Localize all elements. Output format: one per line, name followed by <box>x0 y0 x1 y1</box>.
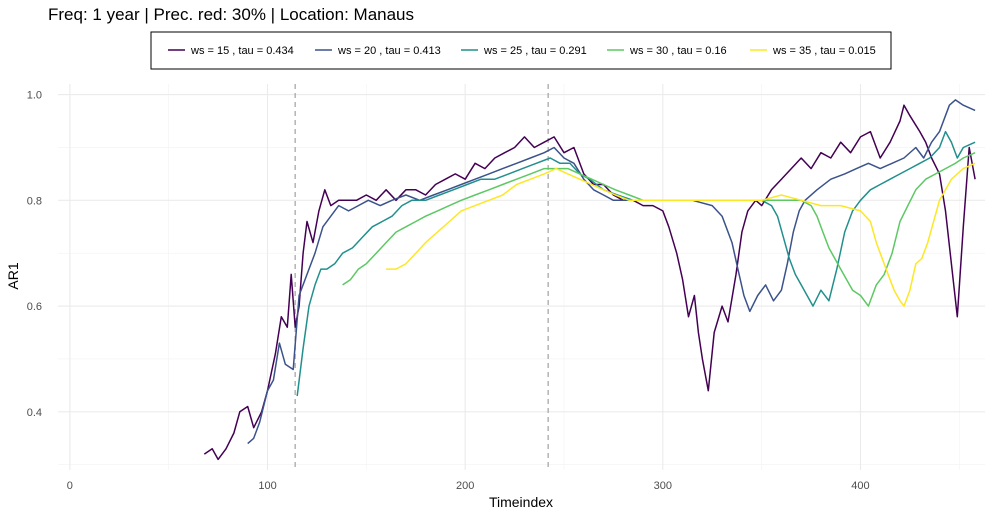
x-axis-title: Timeindex <box>489 494 553 510</box>
y-tick-label: 1.0 <box>27 90 42 102</box>
series-line-5 <box>386 162 976 307</box>
y-tick-label: 0.8 <box>27 195 42 207</box>
chart-title: Freq: 1 year | Prec. red: 30% | Location… <box>48 5 414 24</box>
legend: ws = 15 , tau = 0.434 ws = 20 , tau = 0.4… <box>150 31 892 70</box>
x-tick-label: 0 <box>67 480 73 492</box>
legend-entry: ws = 25 , tau = 0.291 <box>483 45 587 57</box>
legend-entry: ws = 30 , tau = 0.16 <box>629 45 727 57</box>
reference-lines <box>294 84 549 470</box>
x-tick-label: 200 <box>456 480 474 492</box>
series-line-4 <box>342 152 976 307</box>
legend-entry: ws = 20 , tau = 0.413 <box>337 45 441 57</box>
series-lines <box>203 99 976 461</box>
y-tick-label: 0.4 <box>27 407 42 419</box>
legend-entry: ws = 15 , tau = 0.434 <box>190 45 294 57</box>
x-tick-label: 300 <box>654 480 672 492</box>
legend-box <box>150 31 892 70</box>
x-tick-label: 400 <box>851 480 869 492</box>
y-tick-label: 0.6 <box>27 301 42 313</box>
tick-labels: 0 100 200 300 400 0.4 0.6 0.8 1.0 <box>27 90 870 492</box>
series-line-3 <box>296 130 976 397</box>
y-axis-title: AR1 <box>5 262 21 289</box>
series-line-1 <box>203 104 976 461</box>
legend-entry: ws = 35 , tau = 0.015 <box>772 45 876 57</box>
series-line-2 <box>247 99 976 445</box>
x-tick-label: 100 <box>258 480 276 492</box>
